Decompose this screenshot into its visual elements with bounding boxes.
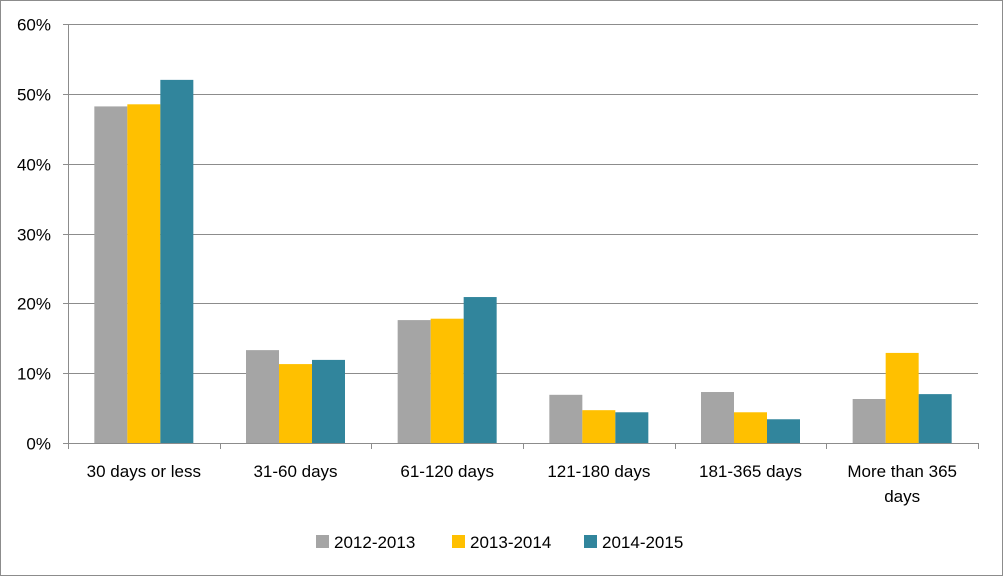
y-tick-label: 20% <box>17 295 51 314</box>
legend-swatch <box>452 535 465 548</box>
bar <box>160 79 194 443</box>
legend-label: 2013-2014 <box>470 533 551 552</box>
x-tick-label: More than 365 <box>847 462 957 481</box>
bar <box>279 364 312 443</box>
x-tick-label: 30 days or less <box>87 462 201 481</box>
bar <box>701 392 734 443</box>
bar <box>918 394 952 443</box>
x-tick-label: 181-365 days <box>699 462 802 481</box>
x-tick-label: days <box>884 487 920 506</box>
y-tick-label: 10% <box>17 365 51 384</box>
y-tick-label: 50% <box>17 86 51 105</box>
bar <box>615 412 649 443</box>
bar <box>582 410 616 443</box>
x-tick-label: 121-180 days <box>547 462 650 481</box>
bar <box>94 106 128 444</box>
legend-label: 2012-2013 <box>334 533 415 552</box>
x-tick-labels: 30 days or less 31-60 days 61-120 days 121-… <box>87 462 957 506</box>
legend-swatch <box>316 535 329 548</box>
x-tick-label: 61-120 days <box>400 462 494 481</box>
legend: 2012-2013 2013-2014 2014-2015 <box>316 533 683 552</box>
bar <box>397 320 431 443</box>
bar <box>549 394 583 443</box>
bar <box>767 419 800 443</box>
bar <box>430 318 464 443</box>
bars <box>94 79 952 444</box>
y-tick-label: 0% <box>26 435 51 454</box>
bar <box>127 104 161 443</box>
gridlines <box>68 24 978 374</box>
bar <box>312 359 345 443</box>
legend-swatch <box>584 535 597 548</box>
bar <box>463 297 497 443</box>
y-tick-labels: 0% 10% 20% 30% 40% 50% 60% <box>17 16 51 454</box>
axes <box>63 24 979 449</box>
x-tick-label: 31-60 days <box>253 462 337 481</box>
bar <box>885 352 919 443</box>
y-tick-label: 40% <box>17 156 51 175</box>
bar <box>734 412 767 443</box>
legend-label: 2014-2015 <box>602 533 683 552</box>
y-tick-label: 60% <box>17 16 51 35</box>
bar <box>246 350 279 443</box>
bar <box>852 399 886 443</box>
y-tick-label: 30% <box>17 226 51 245</box>
